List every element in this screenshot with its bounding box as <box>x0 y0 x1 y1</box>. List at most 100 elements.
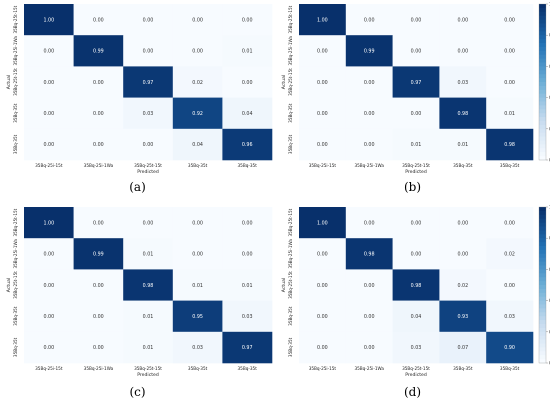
colorbar-segment <box>539 246 546 251</box>
cell-value-label: 0.00 <box>242 80 253 86</box>
colorbar-segment <box>539 58 546 63</box>
cell-value-label: 1.00 <box>43 17 54 23</box>
heatmap-cell <box>24 66 74 98</box>
cell-value-label: 0.00 <box>93 111 104 117</box>
y-axis-title: Actual <box>6 75 12 89</box>
heatmap-cell <box>222 238 273 270</box>
y-tick-label: 35Bq-35t <box>288 134 293 154</box>
colorbar-segment <box>539 320 546 325</box>
y-axis-title: Actual <box>281 278 287 292</box>
heatmap-cell <box>486 128 534 161</box>
colorbar-segment <box>539 347 546 352</box>
heatmap-cell <box>299 66 347 98</box>
cell-value-label: 0.95 <box>192 314 203 320</box>
colorbar-segment <box>539 285 546 290</box>
confusion-matrix-panel-d: 1.00 0.00 0.00 0.00 0.00 0.00 0.98 0.00 0.00 0.02… <box>275 203 550 406</box>
cell-value-label: 0.00 <box>43 142 54 148</box>
heatmap-cell <box>73 269 124 301</box>
cell-value-label: 1.00 <box>43 220 54 226</box>
heatmap-cell <box>345 128 393 161</box>
heatmap-cell <box>439 300 487 333</box>
cell-value-label: 0.01 <box>192 283 203 289</box>
cell-value-label: 0.00 <box>411 252 422 258</box>
heatmap-cell <box>345 331 393 364</box>
cell-value-label: 0.04 <box>192 142 203 148</box>
colorbar-segment <box>539 35 546 40</box>
colorbar-segment <box>539 39 546 44</box>
y-tick-label: 35Bq-25i-1Wa <box>13 36 18 66</box>
x-tick-label: 35Bq-25t-15t <box>134 163 162 168</box>
x-tick-label: 35Bq-25i-15t <box>35 163 63 168</box>
colorbar-segment <box>539 308 546 313</box>
heatmap-cell <box>486 35 534 67</box>
heatmap-cell <box>123 128 174 161</box>
cell-value-label: 0.04 <box>242 111 253 117</box>
cell-value-label: 0.92 <box>192 111 203 117</box>
colorbar-segment <box>539 136 546 141</box>
x-axis-title: Predicted <box>137 372 159 378</box>
colorbar-segment <box>539 11 546 17</box>
cell-value-label: 0.00 <box>364 80 375 86</box>
y-tick-label: 35Bq-35t <box>13 103 18 123</box>
heatmap-cell <box>24 128 74 161</box>
colorbar-segment <box>539 214 546 220</box>
heatmap-cell <box>24 35 74 67</box>
cell-value-label: 0.00 <box>317 252 328 258</box>
heatmap-cell <box>172 128 223 161</box>
cell-value-label: 0.00 <box>504 283 515 289</box>
heatmap-cell <box>24 238 74 270</box>
heatmap-cell <box>222 331 273 364</box>
heatmap-cell <box>439 66 487 98</box>
y-tick-label: 35Bq-25t-15t <box>288 5 293 33</box>
cell-value-label: 0.00 <box>364 17 375 23</box>
confusion-matrix-panel-b: 1.00 0.00 0.00 0.00 0.00 0.00 0.99 0.00 0.00 0.00… <box>275 0 550 203</box>
colorbar-segment <box>539 128 546 134</box>
heatmap-cell <box>299 4 347 36</box>
heatmap-cell <box>222 97 273 130</box>
cell-value-label: 0.93 <box>457 314 468 320</box>
heatmap-c: 1.00 0.00 0.00 0.00 0.00 0.00 0.99 0.01 0.00 0.00… <box>6 207 273 378</box>
cell-value-label: 0.00 <box>504 80 515 86</box>
cell-value-label: 0.03 <box>192 345 203 351</box>
cell-value-label: 0.00 <box>43 345 54 351</box>
cell-value-label: 0.00 <box>504 220 515 226</box>
colorbar-segment <box>539 7 546 13</box>
colorbar-segment <box>539 277 546 282</box>
colorbar-segment <box>539 19 546 24</box>
x-tick-label: 35Bq-25i-1Wa <box>354 366 384 371</box>
cell-value-label: 0.00 <box>317 345 328 351</box>
heatmap-cell <box>172 207 223 239</box>
heatmap-cell <box>222 269 273 301</box>
colorbar-segment <box>539 82 546 87</box>
heatmap-cell <box>172 300 223 333</box>
colorbar-segment <box>539 339 546 344</box>
colorbar-segment <box>539 70 546 75</box>
heatmap-cell <box>73 331 124 364</box>
heatmap-cell <box>439 331 487 364</box>
cell-value-label: 1.00 <box>317 17 328 23</box>
cell-value-label: 0.00 <box>192 252 203 258</box>
heatmap-cell <box>24 4 74 36</box>
cell-value-label: 0.00 <box>457 252 468 258</box>
panel-label-a: (a) <box>129 180 146 194</box>
heatmap-cell <box>486 331 534 364</box>
heatmap-cell <box>172 97 223 130</box>
heatmap-cell <box>73 300 124 333</box>
x-tick-label: 35Bq-35t <box>238 366 258 371</box>
heatmap-cell <box>392 331 440 364</box>
cell-value-label: 0.00 <box>192 17 203 23</box>
colorbar-segment <box>539 234 546 239</box>
colorbar-segment <box>539 132 546 137</box>
x-axis-title: Predicted <box>405 169 427 175</box>
heatmap-cell <box>123 238 174 270</box>
y-tick-label: 35Bq-35t <box>288 306 293 326</box>
colorbar-segment <box>539 324 546 329</box>
heatmap-cell <box>172 269 223 301</box>
heatmap-cell <box>24 331 74 364</box>
cell-value-label: 0.02 <box>504 252 515 258</box>
y-axis-title: Actual <box>281 75 287 89</box>
cell-value-label: 0.00 <box>93 220 104 226</box>
cell-value-label: 0.00 <box>43 252 54 258</box>
colorbar-frame <box>538 206 547 364</box>
heatmap-cell <box>172 238 223 270</box>
